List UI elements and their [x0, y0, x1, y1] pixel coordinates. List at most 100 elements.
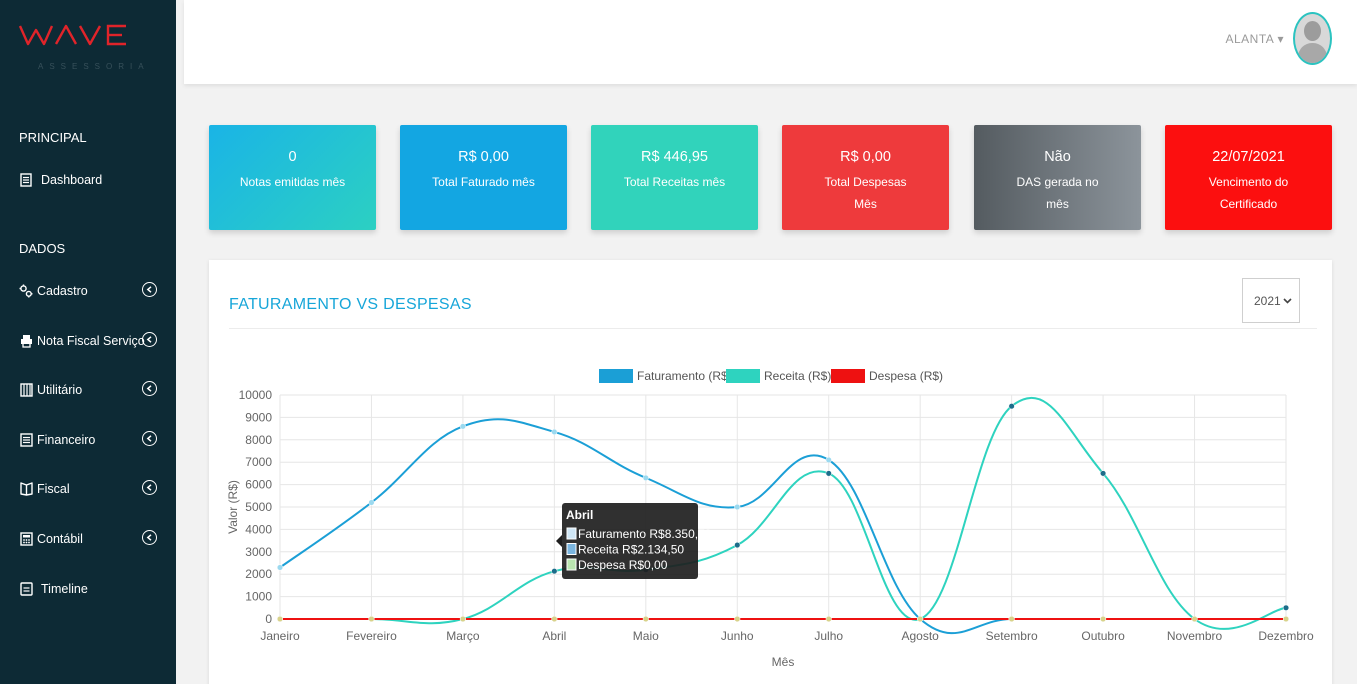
tooltip-line: Receita R$2.134,50 [578, 543, 684, 557]
data-point [642, 615, 649, 623]
document-icon [19, 173, 33, 187]
sidebar-item-label: Contábil [37, 532, 83, 546]
data-point [734, 615, 741, 623]
tooltip-line: Despesa R$0,00 [578, 558, 668, 572]
card-label: Total Despesas Mês [824, 175, 907, 211]
data-point [551, 568, 558, 575]
data-point [734, 542, 741, 549]
x-tick-label: Agosto [902, 629, 940, 643]
avatar[interactable] [1293, 12, 1332, 65]
list-icon [19, 433, 33, 447]
tooltip-swatch [566, 543, 577, 555]
data-point [276, 564, 284, 571]
chevron-left-icon [142, 431, 157, 446]
card-vencimento-certificado[interactable]: 22/07/2021 Vencimento do Certificado [1165, 125, 1332, 230]
sidebar-item-contabil[interactable]: Contábil [19, 528, 161, 550]
cogs-icon [19, 284, 33, 298]
legend-label: Despesa (R$) [869, 369, 943, 383]
top-header: ALANTA ▾ [184, 0, 1357, 84]
legend-label: Faturamento (R$) [637, 369, 732, 383]
sidebar-item-label: Financeiro [37, 433, 96, 447]
sidebar-item-label: Nota Fiscal Serviço [37, 334, 145, 348]
card-total-receitas[interactable]: R$ 446,95 Total Receitas mês [591, 125, 758, 230]
data-point [825, 456, 832, 464]
logo-mark [18, 24, 126, 46]
x-tick-label: Dezembro [1258, 629, 1314, 643]
card-notas-emitidas[interactable]: 0 Notas emitidas mês [209, 125, 376, 230]
section-title-principal: PRINCIPAL [19, 130, 87, 145]
sidebar-item-cadastro[interactable]: Cadastro [19, 280, 161, 302]
tooltip-title: Abril [566, 508, 593, 522]
x-tick-label: Junho [721, 629, 754, 643]
avatar-head [1304, 21, 1321, 41]
tooltip-swatch [566, 558, 577, 571]
data-point [1282, 615, 1290, 623]
data-point [459, 615, 466, 623]
chart-panel: FATURAMENTO VS DESPESAS 2021 0 1000 2000 30… [209, 260, 1332, 684]
user-name: ALANTA [1225, 32, 1274, 46]
card-das-gerada[interactable]: Não DAS gerada no mês [974, 125, 1141, 230]
sidebar-item-label: Utilitário [37, 383, 83, 397]
panel-title: FATURAMENTO VS DESPESAS [229, 296, 472, 313]
sidebar-item-label: Cadastro [37, 284, 88, 298]
x-tick-label: Novembro [1167, 629, 1223, 643]
data-point [1100, 470, 1107, 477]
data-point [1008, 615, 1015, 623]
data-point [368, 615, 375, 623]
sidebar-item-fiscal[interactable]: Fiscal [19, 478, 161, 500]
data-point [276, 615, 284, 623]
card-total-faturado[interactable]: R$ 0,00 Total Faturado mês [400, 125, 567, 230]
legend-swatch [599, 369, 633, 383]
sidebar-item-nota-fiscal-servico[interactable]: Nota Fiscal Serviço [19, 330, 161, 352]
x-tick-label: Outubro [1081, 629, 1125, 643]
y-tick-label: 8000 [245, 433, 272, 447]
caret-down-icon: ▾ [1277, 32, 1284, 46]
chevron-down-icon [1283, 298, 1292, 304]
data-point [1282, 604, 1290, 611]
chevron-left-icon [142, 381, 157, 396]
chevron-left-icon [142, 282, 157, 297]
sidebar-item-timeline[interactable]: Timeline [19, 578, 161, 600]
data-point [734, 503, 741, 511]
panel-divider [229, 328, 1317, 329]
y-tick-label: 6000 [245, 478, 272, 492]
tooltip-swatch [566, 527, 577, 540]
series-line [280, 397, 1287, 630]
year-select-value: 2021 [1254, 293, 1281, 308]
sidebar-item-label: Dashboard [41, 173, 103, 187]
y-tick-label: 5000 [245, 500, 272, 514]
legend-swatch [726, 369, 760, 383]
sidebar-item-utilitario[interactable]: Utilitário [19, 379, 161, 401]
data-point [1008, 403, 1015, 410]
chevron-left-icon [142, 332, 157, 347]
user-menu[interactable]: ALANTA ▾ [1225, 32, 1284, 46]
legend-label: Receita (R$) [764, 369, 831, 383]
y-tick-label: 7000 [245, 455, 272, 469]
data-point [551, 428, 558, 435]
card-label: Total Faturado mês [432, 175, 535, 189]
sidebar-item-label: Fiscal [37, 482, 70, 496]
book-open-icon [19, 482, 33, 496]
chevron-left-icon [142, 530, 157, 545]
chevron-left-icon [142, 480, 157, 495]
card-total-despesas[interactable]: R$ 0,00 Total Despesas Mês [782, 125, 949, 230]
card-value: 22/07/2021 [1212, 149, 1285, 165]
tooltip-arrow [556, 535, 562, 547]
calculator-icon [19, 532, 33, 546]
data-point [917, 615, 924, 623]
y-tick-label: 9000 [245, 410, 272, 424]
x-tick-label: Abril [542, 629, 566, 643]
sidebar-item-financeiro[interactable]: Financeiro [19, 429, 161, 451]
x-tick-label: Março [446, 629, 480, 643]
card-label: Total Receitas mês [623, 175, 726, 189]
card-value: Não [1044, 149, 1071, 165]
year-select[interactable]: 2021 [1242, 278, 1300, 323]
card-value: 0 [288, 149, 297, 165]
tooltip-line: Faturamento R$8.350,73 [578, 527, 712, 541]
sidebar-item-dashboard[interactable]: Dashboard [19, 169, 161, 191]
y-tick-label: 0 [265, 612, 272, 626]
book-icon [19, 383, 33, 397]
data-point [1100, 615, 1107, 623]
sidebar-item-label: Timeline [41, 582, 88, 596]
brand-logo[interactable]: ASSESSORIA [18, 22, 144, 72]
